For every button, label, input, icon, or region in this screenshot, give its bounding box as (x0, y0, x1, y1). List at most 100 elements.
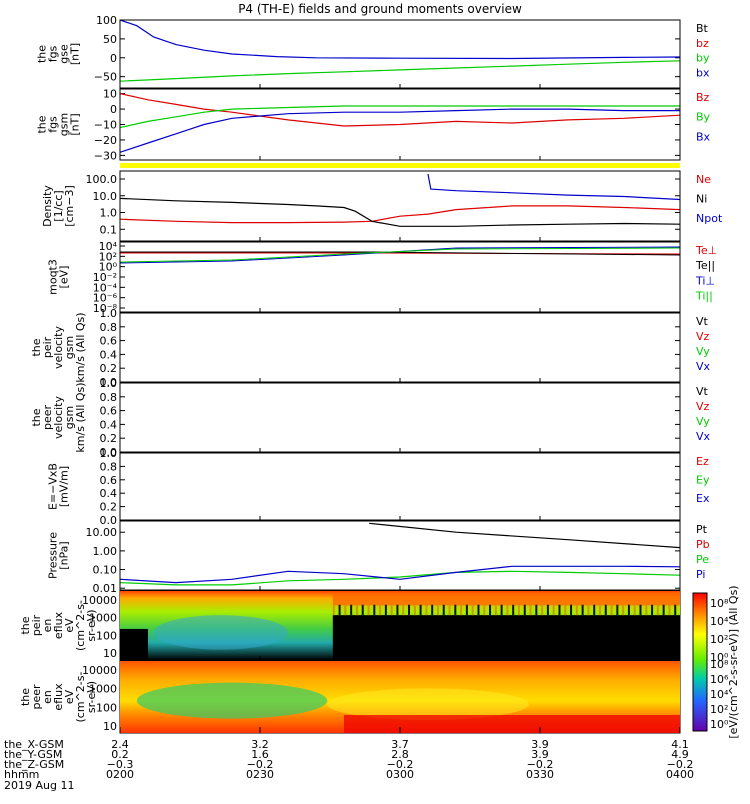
x-tick-label: 1.6 (251, 748, 269, 761)
legend-Pb: Pb (696, 538, 710, 551)
legend-Bx: Bx (696, 130, 711, 143)
y-axis-label: [nT] (69, 43, 82, 65)
legend-Pt: Pt (696, 523, 708, 536)
y-axis-label: sr-eV) (85, 681, 98, 713)
y-tick-label: 1.00 (93, 545, 118, 558)
spectrogram-cell (610, 604, 613, 616)
legend-Ex: Ex (696, 492, 710, 505)
x-tick-label: 0.2 (111, 748, 129, 761)
spectrogram-cell (454, 604, 457, 616)
x-tick-label: 2.8 (391, 748, 409, 761)
panel-frame (119, 452, 681, 521)
series-By (119, 105, 680, 129)
colorbar-tick: 10² (710, 633, 728, 646)
spectrogram-cell (656, 604, 659, 616)
y-axis-label: gsm (63, 336, 76, 359)
y-axis-label: the (30, 408, 43, 426)
y-axis-label: [1/cc] (52, 190, 65, 221)
y-tick-label: 1.0 (100, 207, 118, 220)
y-tick-label: 100 (96, 14, 117, 27)
legend-Ti||: Ti|| (695, 290, 713, 303)
spectrogram-cell (419, 604, 422, 616)
spectrogram-cell (552, 604, 555, 616)
panel-frame (119, 382, 681, 453)
legend-Vx: Vx (696, 430, 711, 443)
x-row-label: the_Z-GSM (4, 758, 64, 771)
spectrogram-cell (639, 604, 642, 616)
separator-band (120, 163, 680, 168)
panel-frame (119, 312, 681, 383)
spectrogram-cell (350, 604, 353, 616)
y-axis-label: gsm (63, 406, 76, 429)
spectrogram-cell (651, 604, 654, 616)
legend-Vt: Vt (696, 315, 709, 328)
colorbar: 10⁸10⁴10²10⁰10⁸10⁶10⁴10²10⁰[eV/(cm^2-s-s… (692, 585, 740, 739)
y-axis-label: [cm−3] (63, 185, 76, 227)
series-bx (119, 19, 681, 60)
x-tick-label: 0230 (246, 768, 274, 781)
y-tick-label: 0.8 (100, 391, 118, 404)
spectrogram-cell (332, 604, 335, 616)
y-tick-label: 10⁻⁶ (93, 292, 118, 305)
y-axis-label: velocity (52, 396, 65, 439)
y-axis-label: peer (41, 405, 54, 431)
y-axis-label: [nPa] (58, 541, 71, 569)
y-axis-label: velocity (52, 326, 65, 369)
legend-Vx: Vx (696, 360, 711, 373)
y-axis-label: [mV/m] (58, 466, 71, 507)
y-tick-label: 10.00 (86, 526, 118, 539)
colorbar-tick: 10⁸ (710, 597, 729, 610)
x-tick-label: 3.2 (251, 738, 269, 751)
spectrogram-cell (396, 604, 399, 616)
legend-Te||: Te|| (695, 259, 715, 272)
spectrogram-cell (627, 604, 630, 616)
y-tick-label: 0.1 (100, 223, 118, 236)
y-axis-label: eV (63, 689, 76, 704)
y-tick-label: 10⁻⁴ (93, 281, 118, 294)
y-axis-label: the (36, 45, 49, 63)
spectrogram-cell (506, 604, 509, 616)
series-Pe (119, 570, 681, 586)
y-tick-label: 0 (110, 103, 117, 116)
y-axis-label: Density (41, 185, 54, 227)
y-tick-label: 0.10 (93, 564, 118, 577)
legend-Vz: Vz (696, 400, 710, 413)
series-Bz (119, 93, 681, 127)
spectrogram-cell (379, 604, 382, 616)
spectrogram-cell (535, 604, 538, 616)
spectrogram-cell (436, 604, 439, 616)
y-tick-label: 0.01 (93, 582, 118, 595)
y-axis-label: moqt3 (47, 259, 60, 295)
y-axis-label: the (30, 338, 43, 356)
y-axis-label: peir (30, 614, 43, 636)
x-row-label: hhmm (4, 768, 39, 781)
y-axis-label: gsm (58, 113, 71, 136)
y-tick-label: −20 (94, 134, 117, 147)
spectrogram-cell (483, 604, 486, 616)
colorbar-tick: 10⁸ (710, 658, 729, 671)
spectrogram-cell (616, 604, 619, 616)
y-tick-label: 10⁴ (99, 240, 118, 253)
colorbar-tick: 10⁰ (710, 718, 729, 731)
y-tick-label: −30 (94, 149, 117, 162)
series-Npot (427, 173, 681, 201)
legend-Vy: Vy (696, 415, 710, 428)
x-tick-label: 4.9 (671, 748, 689, 761)
spectrogram-cell (512, 604, 515, 616)
colorbar-tick: 10⁴ (710, 688, 729, 701)
spectrogram-cell (523, 604, 526, 616)
x-tick-label: −0.2 (247, 758, 274, 771)
y-tick-label: 10000 (82, 664, 117, 677)
legend-Te⊥: Te⊥ (695, 244, 717, 257)
y-axis-label: peir (41, 336, 54, 358)
x-tick-label: 0200 (106, 768, 134, 781)
x-tick-label: 2.4 (111, 738, 129, 751)
y-axis-label: fgs (47, 45, 60, 62)
y-tick-label: 10.0 (93, 190, 118, 203)
series-Pt (369, 522, 681, 549)
x-tick-label: 3.9 (531, 738, 549, 751)
spectrogram-cell (390, 604, 393, 616)
